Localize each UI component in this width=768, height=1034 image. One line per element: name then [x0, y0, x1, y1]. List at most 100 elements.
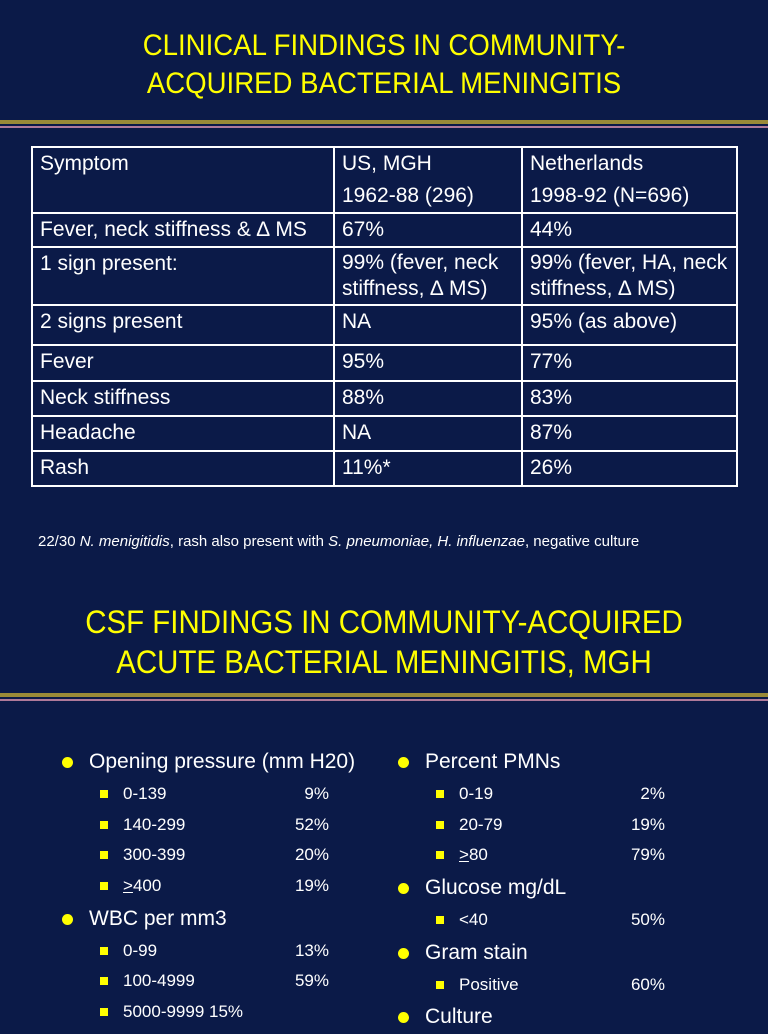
list-item: 0-139 9%: [62, 779, 355, 810]
symptom-cell: 1 sign present:: [31, 246, 335, 306]
bullet-square-icon: [100, 790, 108, 798]
title-divider: [0, 120, 768, 128]
us-value-cell: 11%*: [333, 450, 523, 487]
bullet-label: Percent PMNs: [425, 750, 561, 773]
table-row: Fever, neck stiffness & ∆ MS 67% 44%: [31, 212, 738, 248]
bullet-wbc: WBC per mm3: [62, 902, 355, 936]
range-label: 300-399: [123, 845, 186, 865]
clinical-findings-title: CLINICAL FINDINGS IN COMMUNITY- ACQUIRED…: [31, 27, 738, 103]
title-line: ACQUIRED BACTERIAL MENINGITIS: [146, 67, 622, 100]
bullet-label: Opening pressure (mm H20): [89, 750, 356, 773]
footnote-organism: N. menigitidis: [79, 533, 170, 550]
percent-value: 9%: [304, 784, 329, 803]
header-us-line2: 1962-88 (296): [342, 184, 474, 207]
symptom-cell: Neck stiffness: [31, 380, 335, 417]
bullet-glucose: Glucose mg/dL: [398, 871, 566, 905]
percent-value: 50%: [630, 910, 665, 930]
table-row: Rash 11%* 26%: [31, 450, 738, 487]
symptom-cell: Fever: [31, 344, 335, 382]
table-footnote: 22/30 N. menigitidis, rash also present …: [38, 533, 639, 550]
range-label: 20-79: [459, 814, 503, 834]
bullet-square-icon: [100, 977, 108, 986]
range-label: 100-4999: [123, 971, 195, 991]
us-value-cell: 88%: [333, 380, 523, 417]
table-row: Fever 95% 77%: [31, 344, 738, 382]
list-item: 100-4999 59%: [62, 966, 355, 997]
percent-value: 19%: [630, 814, 665, 834]
percent-value: 59%: [294, 971, 329, 991]
bullet-label: Gram stain: [425, 940, 528, 964]
list-item: 5000-9999 15%: [62, 997, 355, 1028]
range-label: <40: [459, 910, 488, 930]
footnote-text: , rash also present with: [169, 533, 329, 550]
bullet-label: Glucose mg/dL: [425, 876, 567, 900]
title-line: CLINICAL FINDINGS IN COMMUNITY-: [142, 29, 626, 62]
footnote-organism: S. pneumoniae, H. influenzae: [328, 533, 525, 550]
bullet-dot-icon: [62, 913, 73, 925]
bullet-square-icon: [436, 980, 444, 989]
percent-value: 52%: [294, 814, 329, 834]
nl-value-cell: 77%: [521, 344, 738, 382]
list-item: 0-19 2%: [398, 779, 665, 810]
bullet-percent-pmns: Percent PMNs: [398, 745, 566, 779]
bullet-square-icon: [100, 820, 108, 829]
nl-value-cell: 26%: [521, 450, 738, 487]
bullet-square-icon: [436, 790, 444, 798]
table-row: Headache NA 87%: [31, 415, 738, 452]
bullet-square-icon: [436, 916, 444, 925]
csf-findings-title: CSF FINDINGS IN COMMUNITY-ACQUIRED ACUTE…: [31, 602, 738, 682]
list-item: <40 50%: [398, 905, 665, 936]
percent-value: 19%: [294, 876, 329, 896]
bullet-opening-pressure: Opening pressure (mm H20): [62, 745, 355, 779]
header-symptom: Symptom: [31, 146, 335, 214]
range-label: 5000-9999 15%: [123, 1002, 244, 1022]
header-us-mgh: US, MGH 1962-88 (296): [333, 146, 523, 214]
bullet-dot-icon: [398, 757, 409, 768]
percent-value: 13%: [294, 940, 329, 960]
table-row: 1 sign present: 99% (fever, neck stiffne…: [31, 246, 738, 306]
symptom-cell: 2 signs present: [31, 304, 335, 346]
range-label: 140-299: [123, 814, 186, 834]
title-line: ACUTE BACTERIAL MENINGITIS, MGH: [116, 644, 652, 680]
range-label: 80: [468, 845, 488, 865]
list-item: >80 79%: [398, 840, 665, 871]
header-nl-line1: Netherlands: [530, 152, 644, 175]
symptom-cell: Headache: [31, 415, 335, 452]
bullet-square-icon: [100, 946, 108, 955]
list-item: >400 19%: [62, 871, 355, 902]
bullet-dot-icon: [398, 1012, 409, 1024]
bullet-gram-stain: Gram stain: [398, 936, 566, 970]
nl-value-cell: 99% (fever, HA, neck stiffness, ∆ MS): [521, 246, 738, 306]
list-item: 0-99 13%: [62, 936, 355, 967]
csf-left-column: Opening pressure (mm H20) 0-139 9% 140-2…: [62, 745, 355, 1028]
range-label: 0-99: [123, 940, 158, 960]
us-value-cell: 99% (fever, neck stiffness, ∆ MS): [333, 246, 523, 306]
bullet-label: WBC per mm3: [89, 906, 227, 930]
table-row: Neck stiffness 88% 83%: [31, 380, 738, 417]
list-item: Positive 60%: [398, 970, 665, 1001]
bullet-culture: Culture: [398, 1000, 566, 1034]
us-value-cell: NA: [333, 415, 523, 452]
bullet-dot-icon: [398, 883, 409, 895]
bullet-square-icon: [100, 882, 108, 891]
title-divider: [0, 693, 768, 701]
symptom-cell: Fever, neck stiffness & ∆ MS: [31, 212, 335, 248]
range-label: Positive: [459, 974, 519, 994]
nl-value-cell: 83%: [521, 380, 738, 417]
nl-value-cell: 44%: [521, 212, 738, 248]
us-value-cell: NA: [333, 304, 523, 346]
us-value-cell: 95%: [333, 344, 523, 382]
range-label: 400: [132, 876, 162, 896]
clinical-findings-table: Symptom US, MGH 1962-88 (296) Netherland…: [31, 146, 738, 487]
range-label: 0-19: [459, 784, 494, 803]
percent-value: 2%: [640, 784, 665, 803]
nl-value-cell: 87%: [521, 415, 738, 452]
footnote-text: , negative culture: [524, 533, 640, 550]
bullet-label: Culture: [425, 1005, 493, 1029]
range-label: 0-139: [123, 784, 167, 803]
percent-value: 20%: [294, 845, 329, 865]
footnote-text: 22/30: [38, 533, 80, 550]
list-item: 140-299 52%: [62, 810, 355, 841]
percent-value: 60%: [630, 974, 665, 994]
nl-value-cell: 95% (as above): [521, 304, 738, 346]
